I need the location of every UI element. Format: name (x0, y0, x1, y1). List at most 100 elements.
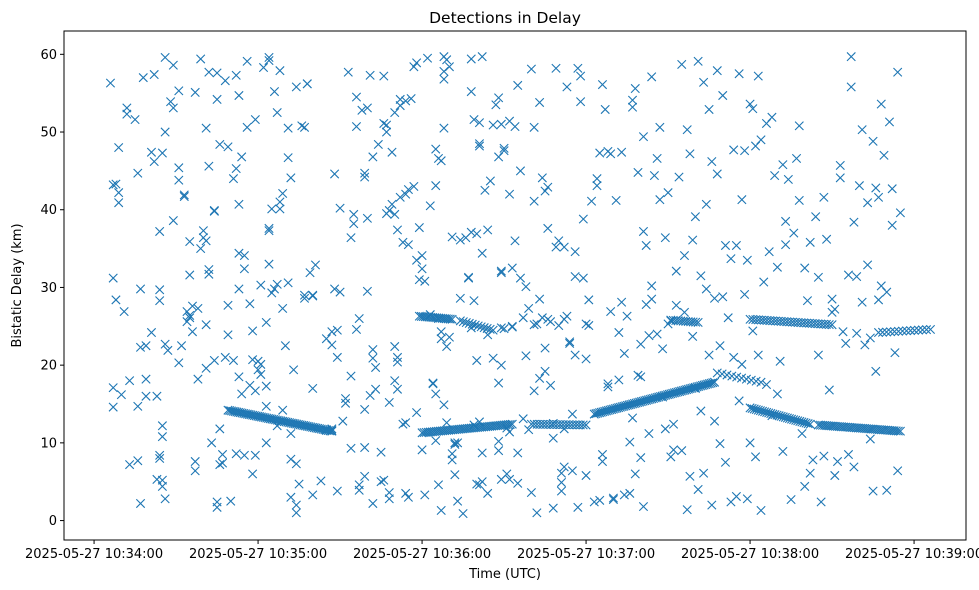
data-point (168, 60, 178, 70)
data-point (742, 494, 752, 504)
data-point (668, 445, 679, 455)
data-point (209, 355, 219, 366)
data-point (174, 163, 184, 173)
data-point (706, 378, 716, 388)
data-point (275, 197, 285, 207)
data-point (286, 492, 296, 502)
data-point (368, 353, 378, 363)
data-point (283, 278, 293, 288)
data-point (155, 226, 165, 237)
data-point (802, 296, 813, 306)
data-point (157, 432, 167, 442)
data-point (529, 196, 539, 206)
data-point (473, 321, 483, 331)
data-point (332, 325, 342, 335)
data-point (921, 325, 932, 335)
data-point (114, 188, 124, 198)
data-point (439, 66, 449, 76)
data-point (234, 90, 244, 101)
data-point (163, 345, 173, 355)
data-point (708, 378, 718, 388)
data-point (690, 212, 700, 222)
data-point (567, 409, 577, 419)
data-point (532, 508, 542, 518)
data-point (573, 63, 583, 73)
data-point (688, 235, 698, 245)
data-point (540, 366, 550, 376)
data-point (619, 348, 629, 359)
data-point (160, 494, 170, 504)
data-point (612, 403, 622, 413)
data-point (379, 118, 389, 129)
data-point (111, 295, 121, 305)
data-point (504, 474, 515, 484)
data-point (682, 505, 692, 515)
data-point (504, 427, 515, 437)
data-point (720, 457, 731, 467)
data-point (570, 247, 580, 257)
data-point (228, 174, 239, 184)
data-point (250, 450, 260, 460)
data-point (368, 152, 378, 162)
data-point (882, 485, 892, 495)
data-point (614, 327, 624, 338)
data-point (267, 204, 277, 214)
data-point (589, 409, 599, 419)
data-point (212, 68, 222, 78)
data-point (133, 401, 143, 411)
data-point (185, 270, 195, 280)
data-point (261, 381, 271, 391)
data-point (264, 55, 274, 66)
data-point (141, 374, 151, 384)
data-point (666, 389, 676, 399)
data-point (600, 104, 610, 115)
data-point (187, 327, 198, 337)
data-point (431, 144, 441, 154)
data-point (507, 322, 517, 332)
data-point (843, 270, 854, 280)
data-point (155, 285, 165, 295)
data-point (414, 275, 424, 285)
data-point (466, 227, 476, 237)
data-point (226, 496, 236, 506)
data-point (647, 281, 657, 291)
data-point (873, 295, 884, 305)
data-point (617, 147, 627, 157)
data-point (346, 371, 356, 381)
data-point (696, 381, 706, 391)
data-point (578, 273, 588, 283)
data-point (160, 52, 170, 63)
data-point (256, 369, 266, 380)
data-point (675, 386, 685, 397)
data-point (600, 406, 610, 416)
data-point (644, 428, 654, 439)
data-point (510, 236, 520, 246)
data-point (606, 306, 616, 317)
data-point (617, 297, 627, 307)
data-point (499, 143, 509, 153)
data-point (556, 486, 567, 496)
data-point (611, 195, 621, 205)
data-point (357, 105, 367, 115)
data-point (513, 80, 523, 90)
data-point (589, 497, 599, 507)
data-point (648, 393, 659, 403)
data-point (521, 282, 531, 292)
data-point (679, 250, 690, 261)
data-point (595, 495, 605, 505)
data-point (718, 90, 728, 101)
data-point (371, 384, 381, 394)
data-point (417, 264, 427, 274)
data-point (852, 271, 862, 282)
data-point (652, 329, 662, 339)
data-point (655, 195, 665, 205)
data-point (502, 423, 512, 433)
data-point (258, 62, 269, 73)
data-point (737, 359, 747, 369)
data-point (664, 389, 674, 399)
data-point (573, 502, 583, 512)
data-point (805, 419, 815, 429)
data-point (518, 414, 528, 424)
data-point (849, 462, 859, 472)
